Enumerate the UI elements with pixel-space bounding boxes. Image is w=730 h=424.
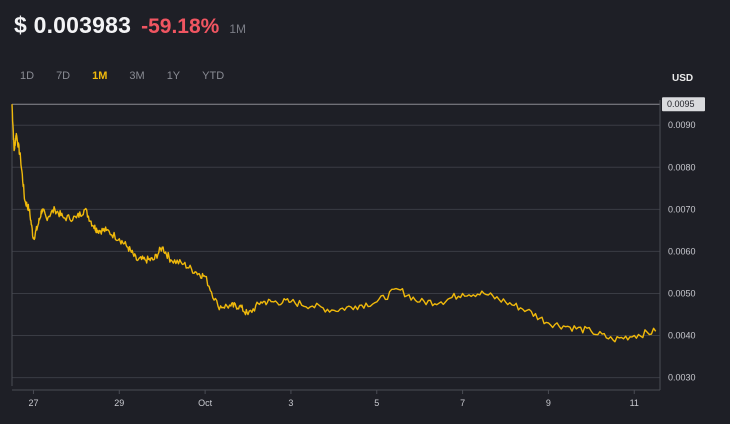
x-tick-label: 5 bbox=[374, 398, 379, 408]
tab-1y[interactable]: 1Y bbox=[166, 70, 181, 82]
x-tick-label: Oct bbox=[198, 398, 213, 408]
y-tick-label: 0.0060 bbox=[668, 246, 696, 256]
timeframe-tabs: 1D 7D 1M 3M 1Y YTD bbox=[14, 68, 240, 84]
x-tick-label: 3 bbox=[288, 398, 293, 408]
tab-3m[interactable]: 3M bbox=[129, 70, 145, 82]
period-tag: 1M bbox=[229, 22, 247, 36]
x-tick-label: 11 bbox=[630, 398, 639, 408]
current-price: $ 0.003983 bbox=[14, 12, 132, 38]
tab-1m[interactable]: 1M bbox=[92, 70, 108, 82]
high-price-tag-label: 0.0095 bbox=[667, 99, 695, 109]
currency-label: USD bbox=[672, 73, 694, 84]
x-tick-label: 29 bbox=[114, 398, 124, 408]
tab-ytd[interactable]: YTD bbox=[202, 70, 225, 82]
y-tick-label: 0.0040 bbox=[668, 331, 696, 341]
price-line-series bbox=[11, 104, 657, 343]
price-change-percent: -59.18% bbox=[141, 15, 220, 38]
y-tick-label: 0.0030 bbox=[668, 373, 696, 383]
x-tick-label: 9 bbox=[546, 398, 551, 408]
y-tick-label: 0.0080 bbox=[668, 162, 696, 172]
y-tick-label: 0.0090 bbox=[668, 120, 696, 130]
tab-1d[interactable]: 1D bbox=[20, 70, 35, 82]
y-tick-label: 0.0070 bbox=[668, 204, 696, 214]
tab-7d[interactable]: 7D bbox=[56, 70, 71, 82]
high-price-tag bbox=[662, 97, 705, 112]
price-header: $ 0.003983 -59.18% 1M bbox=[14, 12, 246, 42]
x-tick-label: 7 bbox=[460, 398, 465, 408]
x-tick-label: 27 bbox=[28, 398, 38, 408]
y-tick-label: 0.0050 bbox=[668, 288, 696, 298]
